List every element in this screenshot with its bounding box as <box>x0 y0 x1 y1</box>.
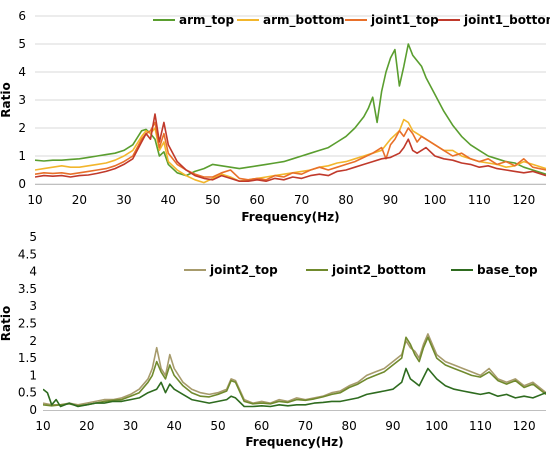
x-tick-label: 100 <box>425 419 448 433</box>
x-tick-label: 120 <box>513 419 536 433</box>
y-tick-label: 0 <box>29 403 37 417</box>
y-tick-label: 4 <box>18 65 26 79</box>
y-tick-label: 5 <box>18 37 26 51</box>
x-tick-label: 30 <box>123 419 138 433</box>
y-tick-label: 2 <box>18 121 26 135</box>
y-tick-label: 0 <box>18 177 26 191</box>
x-tick-label: 40 <box>161 193 176 207</box>
series-line-arm-top <box>35 43 546 177</box>
y-tick-label: 1 <box>29 368 37 382</box>
y-tick-label: 4 <box>29 265 37 279</box>
x-tick-label: 40 <box>167 419 182 433</box>
x-tick-label: 30 <box>116 193 131 207</box>
y-tick-label: 3 <box>29 299 37 313</box>
x-tick-label: 90 <box>385 419 400 433</box>
legend-label: joint2_top <box>209 263 278 278</box>
x-tick-label: 60 <box>254 419 269 433</box>
x-tick-label: 100 <box>423 193 446 207</box>
y-axis-label: Ratio <box>0 306 13 341</box>
x-tick-label: 70 <box>294 193 309 207</box>
x-tick-label: 60 <box>250 193 265 207</box>
x-tick-label: 70 <box>298 419 313 433</box>
x-tick-label: 80 <box>342 419 357 433</box>
legend-label: arm_bottom <box>263 13 345 28</box>
y-tick-label: 0.5 <box>18 386 37 400</box>
x-tick-label: 20 <box>72 193 87 207</box>
y-tick-label: 1 <box>18 149 26 163</box>
x-tick-label: 10 <box>35 419 50 433</box>
series-line-base-top <box>43 367 546 408</box>
x-axis-label: Frequency(Hz) <box>241 210 339 224</box>
x-axis-label: Frequency(Hz) <box>245 435 343 449</box>
x-tick-label: 110 <box>469 419 492 433</box>
y-axis-label: Ratio <box>0 82 13 117</box>
x-tick-label: 80 <box>338 193 353 207</box>
y-tick-label: 1.5 <box>18 351 37 365</box>
series-line-joint1-top <box>35 121 546 181</box>
x-tick-label: 50 <box>210 419 225 433</box>
x-tick-label: 10 <box>27 193 42 207</box>
legend-label: arm_top <box>179 13 235 28</box>
y-tick-label: 5 <box>29 230 37 244</box>
series-line-joint2-bottom <box>43 336 546 407</box>
y-tick-label: 3.5 <box>18 282 37 296</box>
y-tick-label: 6 <box>18 9 26 23</box>
x-tick-label: 20 <box>79 419 94 433</box>
series-line-joint2-top <box>43 333 546 406</box>
y-tick-label: 3 <box>18 93 26 107</box>
series-line-arm-bottom <box>35 118 546 184</box>
legend-label: joint2_bottom <box>331 263 426 278</box>
y-tick-label: 2 <box>29 334 37 348</box>
x-tick-label: 90 <box>383 193 398 207</box>
legend-label: joint1_bottom <box>463 13 550 28</box>
legend-label: joint1_top <box>370 13 439 28</box>
y-tick-label: 2.5 <box>18 317 37 331</box>
series-line-joint1-bottom <box>35 113 546 182</box>
x-tick-label: 120 <box>512 193 535 207</box>
chart-top: 0 1 2 3 4 5 6 10 20 30 40 50 60 70 80 90 100 110 120 Freque… <box>0 9 550 224</box>
x-tick-label: 50 <box>205 193 220 207</box>
chart-bottom: 0 0.5 1 1.5 2 2.5 3 3.5 4 4.5 5 10 20 30 40 50 60 70 80 90 1… <box>0 230 546 449</box>
y-tick-label: 4.5 <box>18 247 37 261</box>
legend-label: base_top <box>477 263 538 278</box>
x-tick-label: 110 <box>468 193 491 207</box>
